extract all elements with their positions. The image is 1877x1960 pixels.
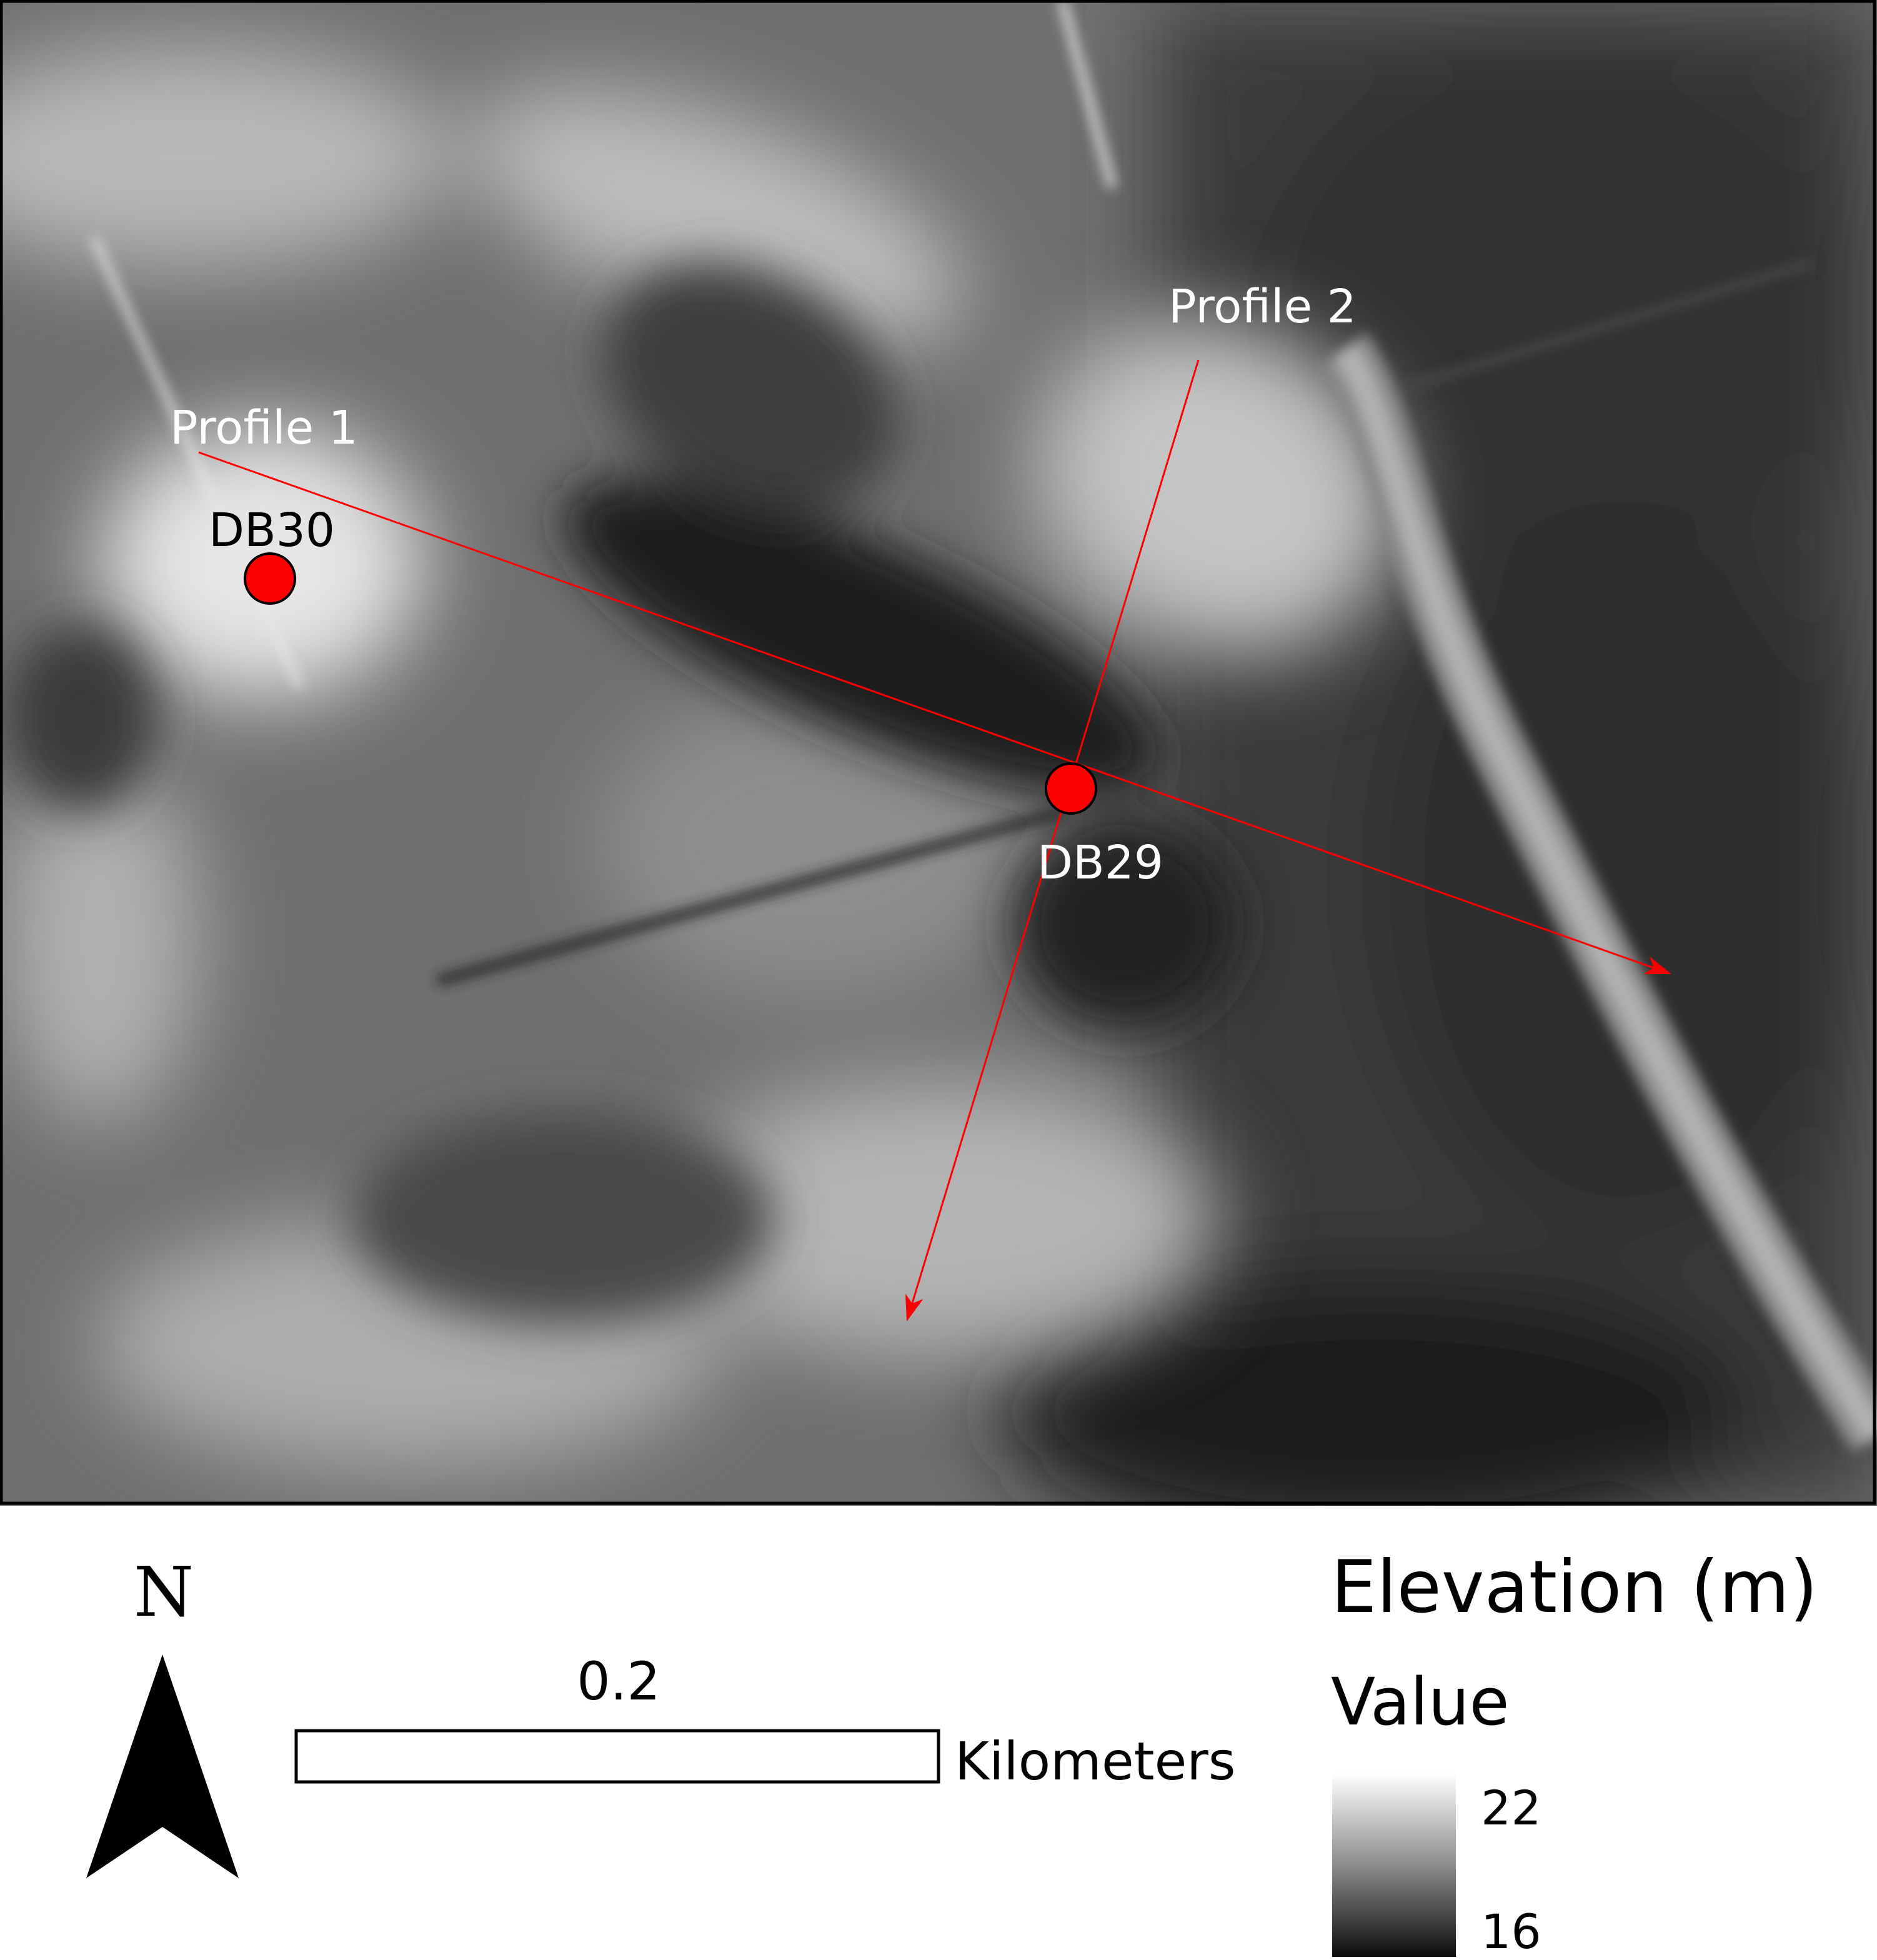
scale-bar-unit: Kilometers: [955, 1731, 1236, 1792]
elevation-legend: Elevation (m) Value 22 16: [1331, 1545, 1818, 1959]
borehole-db29-marker: [1045, 762, 1097, 815]
north-arrow-icon: [86, 1654, 239, 1878]
profile-2-label: Profile 2: [1168, 280, 1357, 334]
legend-max-label: 22: [1481, 1780, 1541, 1836]
elevation-map: Profile 1 Profile 2 DB30 DB29: [0, 0, 1877, 1506]
elevation-map-canvas: Profile 1 Profile 2 DB30 DB29: [0, 0, 1877, 1506]
elevation-raster: [0, 0, 1877, 1506]
scale-bar-box: [294, 1729, 940, 1784]
north-arrow: N: [86, 1552, 239, 1878]
scale-bar-value: 0.2: [577, 1651, 660, 1712]
map-legend-area: N 0.2 Kilometers Elevation (m) Value 22 …: [86, 1545, 1818, 1959]
map-frame-border: [0, 0, 1876, 1505]
legend-subtitle: Value: [1331, 1664, 1510, 1740]
borehole-db30-label: DB30: [209, 504, 335, 557]
legend-min-label: 16: [1481, 1904, 1541, 1959]
legend-title: Elevation (m): [1331, 1545, 1818, 1629]
scale-bar: 0.2 Kilometers: [294, 1651, 1236, 1792]
legend-color-ramp: [1332, 1773, 1456, 1957]
profile-1-label: Profile 1: [170, 401, 358, 455]
borehole-db29-label: DB29: [1037, 836, 1163, 890]
borehole-db30-marker: [244, 552, 296, 605]
profile-2-line: [905, 359, 1200, 1321]
profile-1-line: [198, 451, 1671, 975]
north-letter: N: [134, 1552, 194, 1632]
